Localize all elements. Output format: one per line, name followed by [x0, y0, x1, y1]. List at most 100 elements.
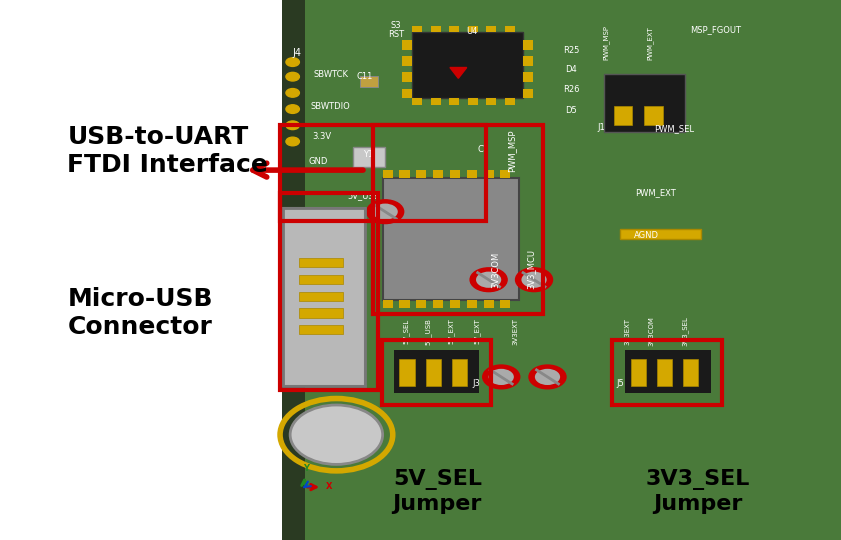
Text: Y1: Y1 — [363, 151, 373, 159]
Circle shape — [476, 272, 501, 288]
Text: R26: R26 — [563, 85, 579, 94]
Bar — [299, 258, 343, 267]
Bar — [383, 178, 519, 300]
Text: 3V3EXT: 3V3EXT — [512, 318, 519, 345]
Bar — [505, 98, 515, 105]
Bar — [402, 72, 412, 82]
Text: C7: C7 — [477, 145, 489, 154]
Bar — [412, 32, 523, 98]
Bar — [612, 340, 722, 405]
Text: PWM_SEL: PWM_SEL — [653, 125, 694, 133]
Bar — [280, 125, 486, 221]
Bar — [402, 40, 412, 50]
Text: R25: R25 — [563, 46, 579, 55]
Circle shape — [286, 121, 299, 130]
Bar — [523, 56, 533, 66]
Bar — [450, 300, 460, 308]
Text: 5V_USB: 5V_USB — [425, 318, 431, 345]
Bar — [402, 56, 412, 66]
Text: 3.3V: 3.3V — [313, 132, 331, 140]
Bar — [283, 208, 365, 386]
Bar — [399, 300, 410, 308]
Bar — [360, 76, 378, 87]
Bar — [604, 74, 685, 132]
Text: 5V_SEL
Jumper: 5V_SEL Jumper — [393, 469, 482, 514]
Bar — [399, 170, 410, 178]
Text: PWM_MSP: PWM_MSP — [508, 130, 516, 172]
Bar — [644, 106, 663, 125]
Circle shape — [286, 58, 299, 66]
Text: J5: J5 — [616, 380, 625, 388]
Bar — [484, 170, 494, 178]
Text: 3V3COM: 3V3COM — [648, 316, 654, 347]
Text: 3V3EXT: 3V3EXT — [624, 318, 631, 345]
Bar — [299, 275, 343, 284]
Bar — [416, 170, 426, 178]
Bar — [399, 359, 415, 386]
Text: 3V3_SEL
Jumper: 3V3_SEL Jumper — [646, 469, 750, 514]
Bar — [523, 89, 533, 98]
Text: 5V_USB: 5V_USB — [347, 192, 379, 200]
Text: 5V_EXT: 5V_EXT — [473, 319, 480, 345]
Bar — [468, 98, 478, 105]
Text: AGND: AGND — [634, 232, 659, 240]
Bar — [523, 72, 533, 82]
Bar — [625, 350, 711, 393]
Bar — [467, 300, 477, 308]
Bar — [283, 208, 365, 386]
Text: SBWTDIO: SBWTDIO — [310, 103, 351, 111]
Bar — [383, 170, 393, 178]
Circle shape — [521, 272, 547, 288]
Text: PWM_MSP: PWM_MSP — [603, 25, 610, 60]
Polygon shape — [450, 68, 467, 78]
Text: U4: U4 — [466, 28, 478, 36]
Bar — [620, 229, 701, 239]
Bar — [426, 359, 441, 386]
Bar — [500, 300, 510, 308]
Text: S3: S3 — [391, 22, 401, 30]
Text: D4: D4 — [565, 65, 577, 74]
Bar — [282, 0, 305, 540]
Bar — [373, 125, 543, 314]
Bar — [433, 170, 443, 178]
Circle shape — [367, 200, 404, 224]
Bar — [468, 26, 478, 32]
Text: PWM_EXT: PWM_EXT — [647, 26, 653, 59]
Circle shape — [286, 89, 299, 97]
Bar — [353, 147, 385, 167]
Bar — [631, 359, 646, 386]
Bar — [486, 26, 496, 32]
Text: 3V3COM: 3V3COM — [491, 251, 500, 288]
Bar — [383, 300, 393, 308]
Bar — [614, 106, 632, 125]
Circle shape — [286, 72, 299, 81]
Bar — [523, 40, 533, 50]
Text: Y: Y — [303, 464, 309, 473]
Circle shape — [373, 204, 398, 220]
Bar — [449, 26, 459, 32]
Text: MSP_FGOUT: MSP_FGOUT — [690, 25, 741, 33]
Text: X: X — [325, 482, 332, 491]
Text: J4: J4 — [293, 48, 301, 58]
Bar — [657, 359, 672, 386]
Text: PWM_EXT: PWM_EXT — [635, 188, 675, 197]
Text: USB-to-UART
FTDI Interface: USB-to-UART FTDI Interface — [67, 125, 268, 177]
Text: GND: GND — [308, 158, 328, 166]
Circle shape — [516, 268, 553, 292]
Bar — [433, 300, 443, 308]
Bar — [467, 170, 477, 178]
Bar — [412, 98, 422, 105]
Text: RST: RST — [388, 30, 405, 39]
Bar — [431, 26, 441, 32]
Text: C11: C11 — [357, 72, 373, 81]
Bar — [431, 98, 441, 105]
Text: D5: D5 — [565, 106, 577, 114]
Bar — [382, 340, 491, 405]
Text: J1: J1 — [597, 124, 606, 132]
Bar — [484, 300, 494, 308]
Circle shape — [483, 365, 520, 389]
Circle shape — [535, 369, 560, 385]
Text: SBWTCK: SBWTCK — [313, 70, 348, 79]
Bar — [402, 89, 412, 98]
Text: 5V_SEL: 5V_SEL — [403, 319, 410, 344]
